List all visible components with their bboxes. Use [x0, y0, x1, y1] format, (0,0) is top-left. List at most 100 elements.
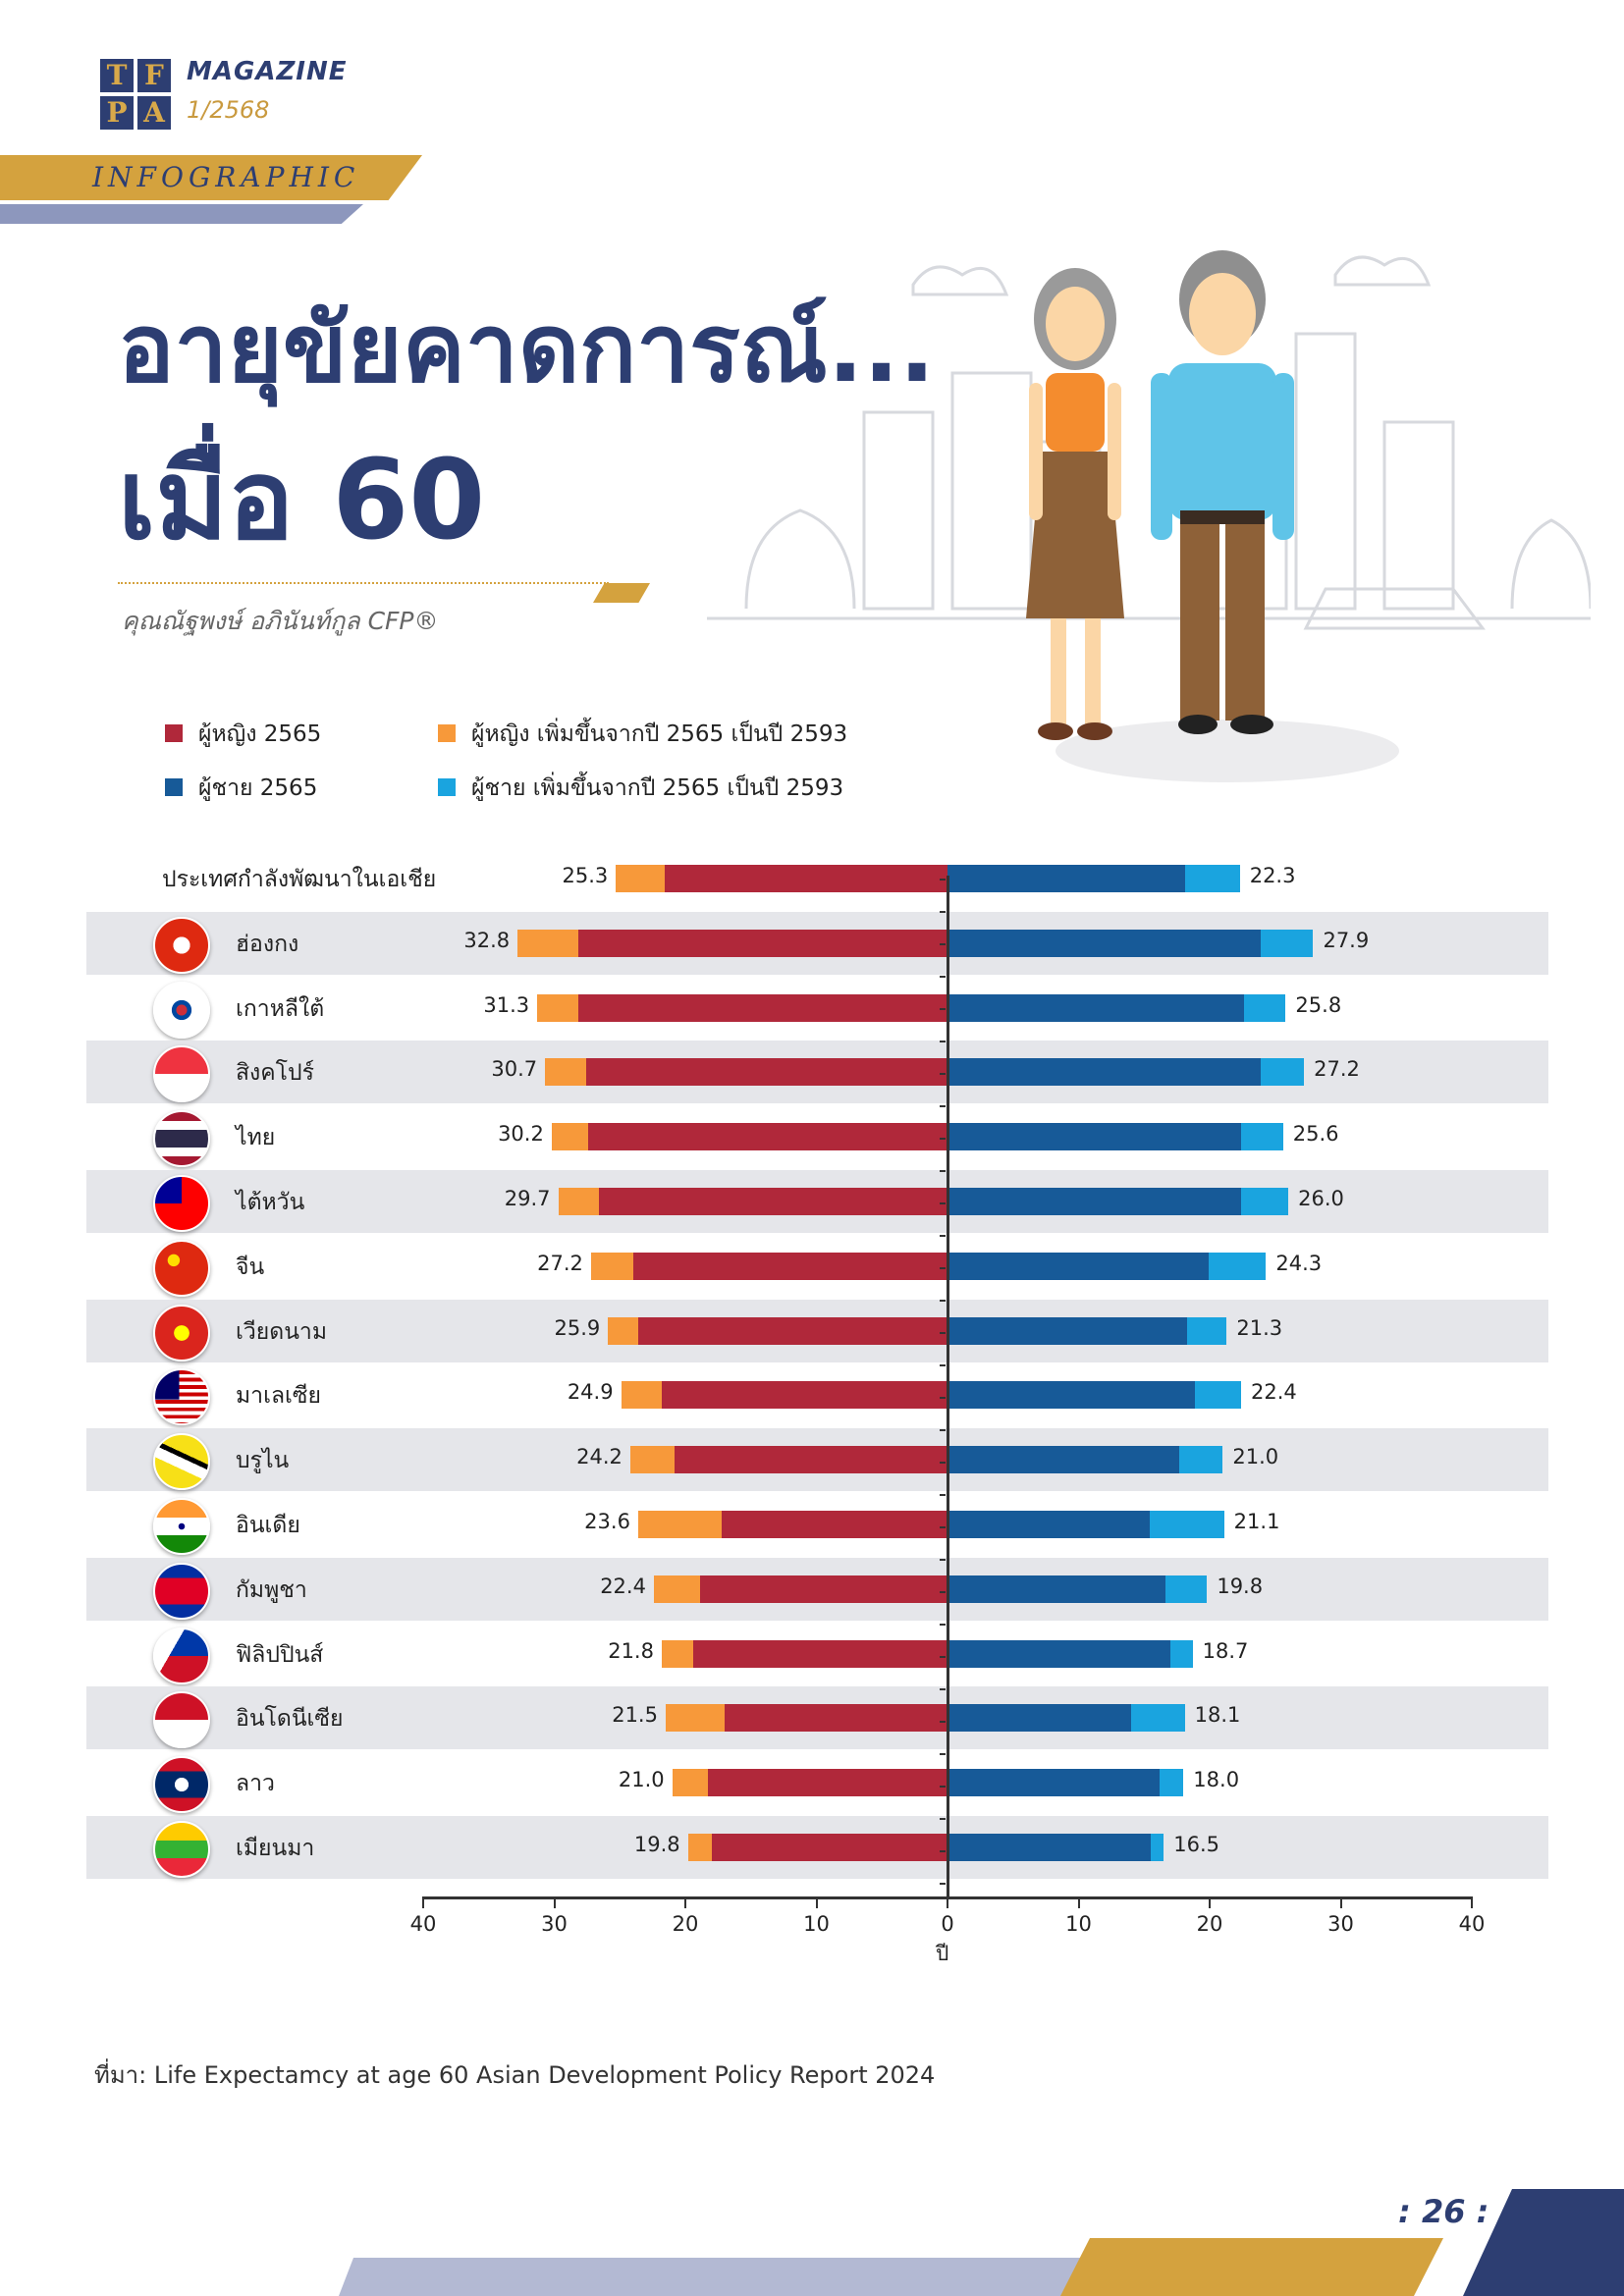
logo-letter-f: F [137, 59, 171, 92]
bar-female-increase [665, 1704, 726, 1733]
axis-tick [940, 1073, 946, 1075]
taiwan-flag-icon [153, 1175, 210, 1232]
elderly-couple-illustration [707, 250, 1591, 782]
category-label: ไทย [236, 1125, 276, 1151]
bar-male-2565 [947, 1446, 1180, 1474]
footer-decoration [339, 2189, 1624, 2296]
section-banner-stripe [0, 204, 363, 224]
axis-tick [940, 1332, 946, 1334]
x-axis-tick-label: 30 [541, 1912, 568, 1936]
bar-female-2565 [664, 865, 947, 892]
value-label-male: 22.4 [1251, 1380, 1297, 1405]
axis-tick [940, 879, 946, 881]
page-title-line1: อายุขัยคาดการณ์... [118, 294, 936, 403]
philippines-flag-icon [153, 1627, 210, 1684]
x-axis-tick-mark [684, 1896, 686, 1908]
bar-male-2565 [947, 1704, 1131, 1733]
bar-female-2565 [675, 1446, 947, 1474]
value-label-female: 25.3 [562, 864, 609, 887]
category-label: สิงคโปร์ [236, 1060, 314, 1087]
x-axis-tick-label: 10 [1065, 1912, 1092, 1936]
bar-male-2565 [947, 993, 1244, 1022]
bar-female-2565 [722, 1511, 947, 1538]
axis-tick [940, 1786, 946, 1788]
bar-female-increase [545, 1058, 586, 1087]
bar-female-2565 [707, 1769, 947, 1797]
thailand-flag-icon [153, 1110, 210, 1168]
axis-tick [940, 1559, 946, 1561]
bar-female-increase [537, 993, 578, 1022]
x-axis-tick-mark [1077, 1896, 1080, 1908]
axis-tick [940, 1494, 946, 1496]
bar-male-2565 [947, 929, 1262, 957]
bar-male-increase [1160, 1769, 1184, 1797]
legend-label-female-increase: ผู้หญิง เพิ่มขึ้นจากปี 2565 เป็นปี 2593 [471, 721, 848, 747]
value-label-female: 25.9 [554, 1315, 601, 1340]
value-label-male: 26.0 [1298, 1187, 1344, 1210]
bar-male-increase [1241, 1188, 1289, 1215]
legend-swatch-female-increase [438, 724, 456, 742]
category-label: เกาหลีใต้ [236, 995, 325, 1022]
value-label-male: 21.1 [1233, 1510, 1280, 1533]
x-axis-tick-label: 10 [803, 1912, 830, 1936]
source-note: ที่มา: Life Expectamcy at age 60 Asian D… [94, 2061, 936, 2089]
logo-letter-t: T [100, 59, 134, 92]
value-label-female: 23.6 [584, 1510, 630, 1533]
bar-male-2565 [947, 865, 1185, 892]
bar-female-2565 [588, 1123, 947, 1151]
axis-tick [940, 1105, 946, 1107]
bar-male-increase [1130, 1704, 1185, 1733]
category-label: เวียดนาม [236, 1318, 327, 1345]
legend-label-male-increase: ผู้ชาย เพิ่มขึ้นจากปี 2565 เป็นปี 2593 [471, 775, 844, 801]
category-label: อินโดนีเซีย [236, 1706, 344, 1733]
bar-male-increase [1169, 1639, 1193, 1668]
axis-tick [940, 1624, 946, 1626]
x-axis-tick-mark [422, 1896, 424, 1908]
axis-tick [940, 1202, 946, 1204]
category-label: มาเลเซีย [236, 1383, 321, 1410]
value-label-female: 32.8 [463, 928, 511, 952]
axis-tick [940, 1397, 946, 1399]
bar-male-2565 [947, 1188, 1242, 1215]
x-axis-tick-label: 40 [409, 1912, 437, 1936]
bar-male-increase [1208, 1252, 1267, 1280]
axis-tick [940, 1721, 946, 1723]
bar-female-increase [687, 1834, 712, 1861]
bar-male-2565 [947, 1058, 1262, 1087]
bar-male-increase [1261, 929, 1314, 957]
axis-tick [940, 976, 946, 978]
category-label: กัมพูชา [236, 1576, 307, 1603]
bar-female-increase [621, 1381, 662, 1410]
category-label: อินเดีย [236, 1513, 300, 1538]
bar-female-increase [661, 1639, 693, 1668]
category-label: ลาว [236, 1771, 275, 1797]
magazine-name: MAGAZINE [187, 57, 348, 86]
bar-male-increase [1243, 993, 1286, 1022]
bar-male-increase [1179, 1446, 1223, 1474]
china-flag-icon [153, 1239, 210, 1297]
bar-male-2565 [947, 1769, 1161, 1797]
value-label-female: 21.8 [608, 1638, 654, 1663]
title-accent [593, 583, 650, 603]
bar-female-increase [637, 1511, 723, 1538]
logo-letter-p: P [100, 96, 134, 130]
page-title-line2: เมื่อ 60 [118, 437, 486, 564]
axis-tick [940, 1526, 946, 1528]
category-label: ฮ่องกง [236, 931, 299, 957]
page-number: : 26 : [1398, 2193, 1489, 2230]
value-label-female: 24.2 [576, 1445, 623, 1469]
value-label-male: 18.7 [1202, 1638, 1249, 1663]
india-flag-icon [153, 1498, 210, 1555]
legend-label-male-2565: ผู้ชาย 2565 [198, 775, 318, 801]
axis-tick [940, 1429, 946, 1431]
axis-tick [940, 1753, 946, 1755]
bar-male-2565 [947, 1381, 1196, 1410]
axis-tick [940, 1688, 946, 1690]
value-label-female: 19.8 [633, 1833, 680, 1856]
axis-tick [940, 1041, 946, 1042]
bar-male-increase [1150, 1834, 1164, 1861]
bar-male-increase [1261, 1058, 1305, 1087]
bar-female-2565 [693, 1639, 947, 1668]
bar-male-increase [1241, 1123, 1283, 1151]
